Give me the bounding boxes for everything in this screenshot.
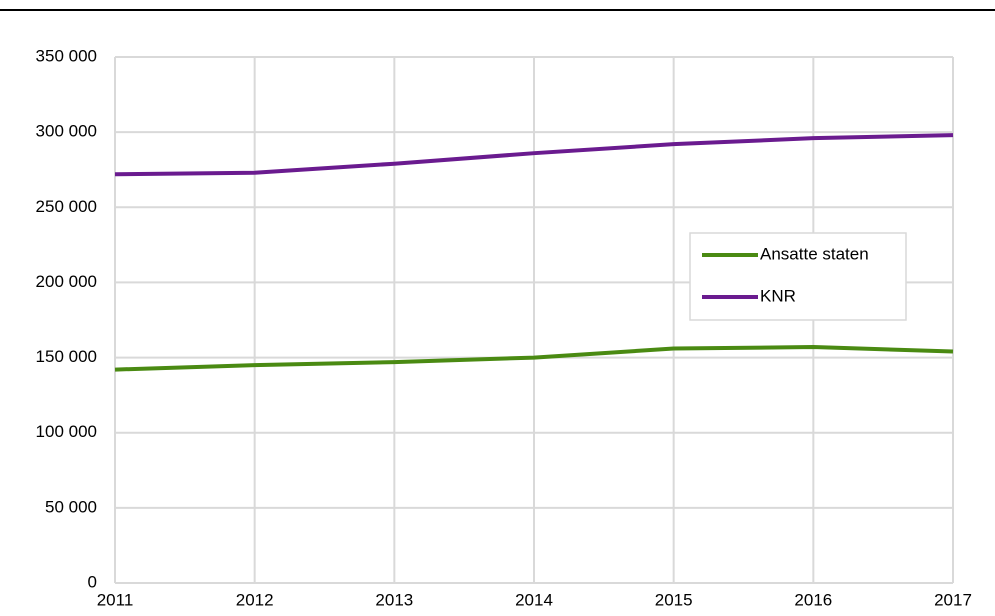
x-tick-label: 2013	[375, 590, 413, 609]
y-tick-label: 350 000	[36, 46, 97, 65]
legend: Ansatte staten KNR	[689, 232, 907, 321]
y-tick-label: 0	[88, 572, 97, 591]
x-tick-label: 2012	[236, 590, 274, 609]
x-tick-label: 2017	[934, 590, 972, 609]
series-line	[114, 345, 954, 372]
x-tick-label: 2016	[794, 590, 832, 609]
y-tick-label: 100 000	[36, 422, 97, 441]
x-tick-label: 2015	[655, 590, 693, 609]
y-tick-label: 200 000	[36, 272, 97, 291]
y-tick-label: 150 000	[36, 347, 97, 366]
legend-label: KNR	[760, 286, 796, 305]
x-tick-label: 2014	[515, 590, 553, 609]
legend-box	[689, 232, 907, 321]
y-tick-label: 50 000	[45, 497, 97, 516]
y-tick-label: 250 000	[36, 197, 97, 216]
legend-label: Ansatte staten	[760, 244, 869, 263]
series-line	[114, 133, 954, 177]
y-tick-label: 300 000	[36, 122, 97, 141]
x-tick-label: 2011	[97, 590, 134, 609]
